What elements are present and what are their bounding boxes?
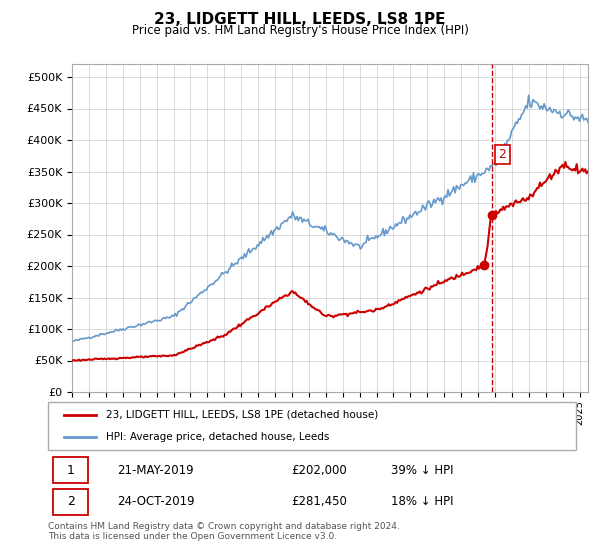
Text: 18% ↓ HPI: 18% ↓ HPI bbox=[391, 496, 454, 508]
Text: 24-OCT-2019: 24-OCT-2019 bbox=[116, 496, 194, 508]
Text: Contains HM Land Registry data © Crown copyright and database right 2024.
This d: Contains HM Land Registry data © Crown c… bbox=[48, 522, 400, 542]
Text: 23, LIDGETT HILL, LEEDS, LS8 1PE: 23, LIDGETT HILL, LEEDS, LS8 1PE bbox=[154, 12, 446, 27]
Text: £202,000: £202,000 bbox=[291, 464, 347, 477]
Text: Price paid vs. HM Land Registry's House Price Index (HPI): Price paid vs. HM Land Registry's House … bbox=[131, 24, 469, 37]
Text: 39% ↓ HPI: 39% ↓ HPI bbox=[391, 464, 454, 477]
Text: £281,450: £281,450 bbox=[291, 496, 347, 508]
Text: 2: 2 bbox=[67, 496, 74, 508]
Text: HPI: Average price, detached house, Leeds: HPI: Average price, detached house, Leed… bbox=[106, 432, 329, 442]
Text: 21-MAY-2019: 21-MAY-2019 bbox=[116, 464, 193, 477]
FancyBboxPatch shape bbox=[53, 489, 88, 515]
Text: 1: 1 bbox=[67, 464, 74, 477]
FancyBboxPatch shape bbox=[53, 458, 88, 483]
FancyBboxPatch shape bbox=[48, 402, 576, 450]
Text: 2: 2 bbox=[499, 148, 506, 161]
Text: 23, LIDGETT HILL, LEEDS, LS8 1PE (detached house): 23, LIDGETT HILL, LEEDS, LS8 1PE (detach… bbox=[106, 410, 379, 420]
